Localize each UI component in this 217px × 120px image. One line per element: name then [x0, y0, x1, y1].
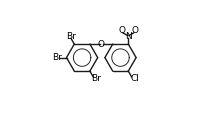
Text: O: O — [132, 26, 138, 35]
Text: O: O — [118, 26, 125, 35]
Text: Cl: Cl — [130, 74, 139, 83]
Text: Br: Br — [66, 32, 76, 41]
Text: Br: Br — [52, 53, 62, 62]
Text: O: O — [98, 40, 105, 49]
Text: N: N — [125, 32, 132, 41]
Text: Br: Br — [91, 74, 101, 83]
